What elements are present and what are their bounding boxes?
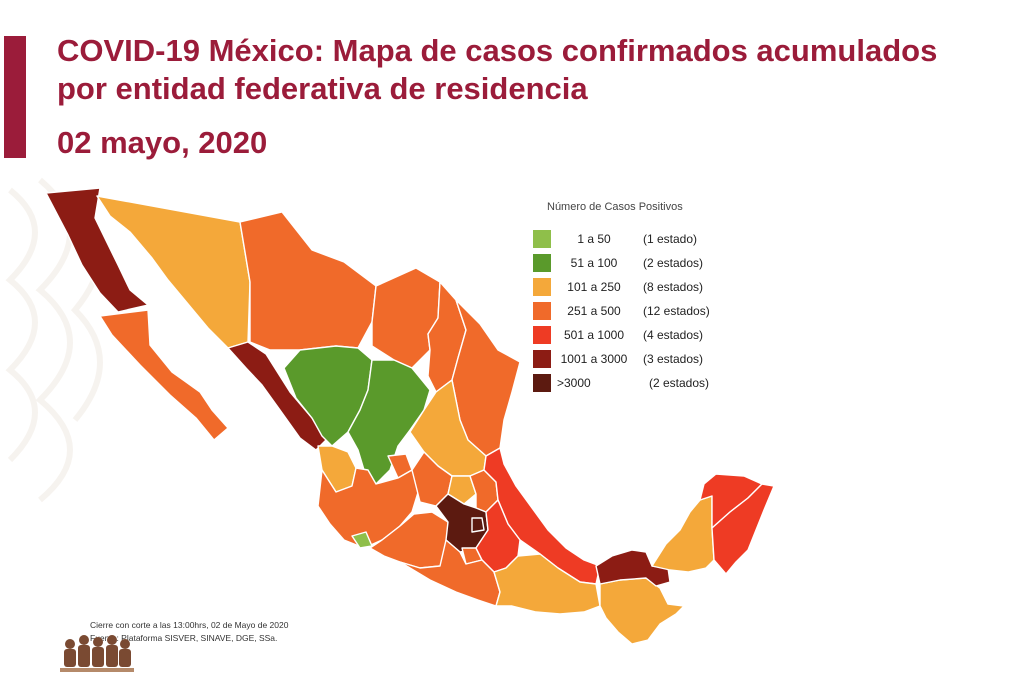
legend-swatch (533, 230, 551, 248)
state-tabasco (595, 549, 671, 587)
legend-range: 1 a 50 (577, 232, 611, 246)
legend-item: 251 a 500 (12 estados) (533, 299, 733, 323)
legend-range: 251 a 500 (567, 304, 621, 318)
accent-bar (4, 36, 26, 158)
legend-item: 51 a 100 (2 estados) (533, 251, 733, 275)
legend-count: (2 estados) (649, 376, 710, 390)
state-baja-california-sur (99, 309, 229, 441)
legend-count: (3 estados) (643, 352, 704, 366)
legend-count: (1 estado) (643, 232, 698, 246)
state-queretaro (447, 475, 477, 505)
legend-range: >3000 (557, 376, 591, 390)
state-chihuahua (239, 211, 377, 351)
state-sinaloa (227, 341, 327, 451)
legend-count: (2 estados) (643, 256, 704, 270)
title-line-2: por entidad federativa de residencia (57, 71, 588, 106)
state-baja-california (45, 187, 149, 313)
state-campeche (651, 495, 715, 573)
legend-range: 1001 a 3000 (560, 352, 628, 366)
legend-item: 1001 a 3000 (3 estados) (533, 347, 733, 371)
state-ciudad-de-mexico (471, 517, 485, 533)
legend-item: 1 a 50 (1 estado) (533, 227, 733, 251)
legend-range: 101 a 250 (567, 280, 621, 294)
report-date: 02 mayo, 2020 (57, 125, 268, 160)
legend-count: (8 estados) (643, 280, 704, 294)
map-legend: Número de Casos Positivos 1 a 50 (1 estad… (533, 201, 733, 395)
state-quintana-roo (711, 483, 775, 575)
state-guerrero (399, 539, 501, 607)
legend-count: (12 estados) (643, 304, 710, 318)
heroes-logo (60, 635, 134, 672)
map-title: COVID-19 México: Mapa de casos confirmad… (57, 32, 1017, 108)
footer-source-note: Fuente: Plataforma SISVER, SINAVE, DGE, … (90, 633, 278, 643)
legend-item: 101 a 250 (8 estados) (533, 275, 733, 299)
legend-item: 501 a 1000 (4 estados) (533, 323, 733, 347)
legend-swatch (533, 326, 551, 344)
legend-swatch (533, 350, 551, 368)
legend-swatch (533, 278, 551, 296)
legend-swatch (533, 254, 551, 272)
legend-item: >3000 (2 estados) (533, 371, 733, 395)
legend-rows: 1 a 50 (1 estado) 51 a 100 (2 estados) 101 a… (533, 227, 733, 395)
legend-range: 501 a 1000 (563, 328, 625, 342)
state-zacatecas (347, 359, 431, 485)
title-line-1: COVID-19 México: Mapa de casos confirmad… (57, 33, 938, 68)
legend-title: Número de Casos Positivos (547, 201, 683, 213)
legend-swatch (533, 302, 551, 320)
footer-cutoff-note: Cierre con corte a las 13:00hrs, 02 de M… (90, 620, 289, 630)
state-chiapas (599, 577, 685, 645)
legend-count: (4 estados) (643, 328, 704, 342)
footer-notes: Cierre con corte a las 13:00hrs, 02 de M… (90, 619, 288, 645)
legend-range: 51 a 100 (570, 256, 618, 270)
legend-swatch (533, 374, 551, 392)
